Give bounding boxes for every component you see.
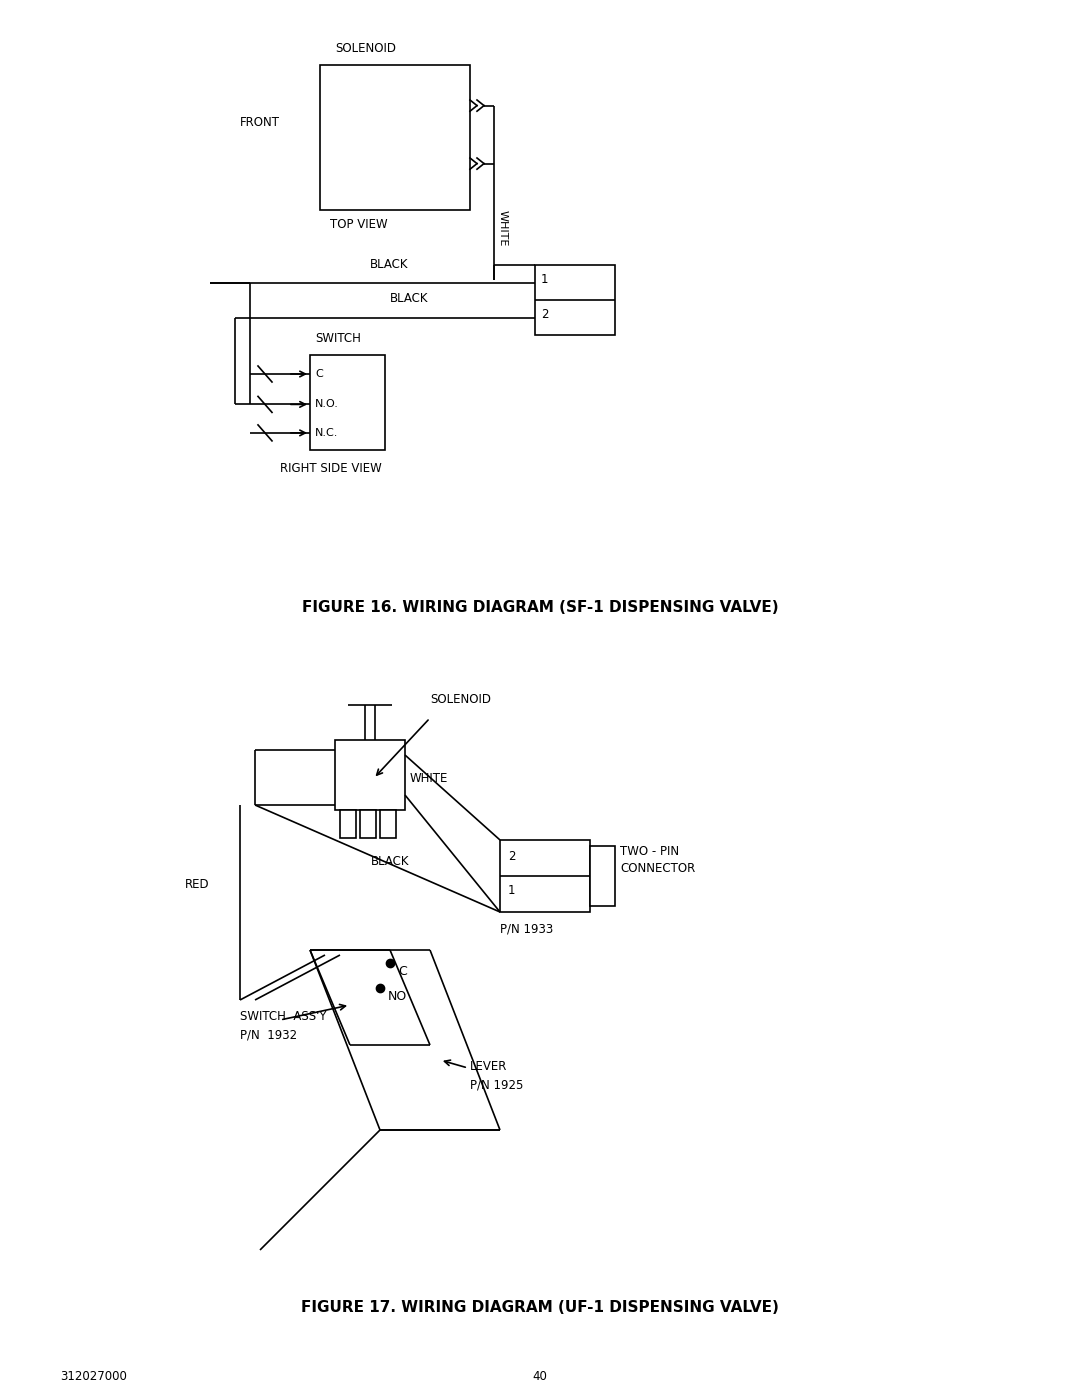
Text: BLACK: BLACK [390,292,429,306]
Text: RED: RED [186,879,210,891]
Text: LEVER: LEVER [470,1060,508,1073]
Bar [340,810,356,838]
Text: N.C.: N.C. [315,427,338,437]
Text: 1: 1 [541,272,549,286]
Text: P/N 1933: P/N 1933 [500,922,553,935]
Text: WHITE: WHITE [410,773,448,785]
Bar [335,740,405,810]
Text: C: C [315,369,323,379]
Text: FIGURE 16. WIRING DIAGRAM (SF-1 DISPENSING VALVE): FIGURE 16. WIRING DIAGRAM (SF-1 DISPENSI… [301,599,779,615]
Text: 40: 40 [532,1370,548,1383]
Text: BLACK: BLACK [370,257,408,271]
Bar [380,810,396,838]
Text: SOLENOID: SOLENOID [335,42,396,54]
Text: N.O.: N.O. [315,400,339,409]
Text: SWITCH: SWITCH [315,332,361,345]
Bar [360,810,376,838]
Text: TOP VIEW: TOP VIEW [330,218,388,231]
Text: FIGURE 17. WIRING DIAGRAM (UF-1 DISPENSING VALVE): FIGURE 17. WIRING DIAGRAM (UF-1 DISPENSI… [301,1301,779,1315]
Text: 312027000: 312027000 [60,1370,126,1383]
Text: P/N  1932: P/N 1932 [240,1028,297,1041]
Text: SOLENOID: SOLENOID [430,693,491,705]
Bar [590,847,615,907]
Text: 2: 2 [541,307,549,321]
Text: C: C [399,965,407,978]
Bar [320,66,470,210]
Text: WHITE: WHITE [498,210,508,246]
Text: 1: 1 [508,884,515,897]
Text: CONNECTOR: CONNECTOR [620,862,696,875]
Bar [500,840,590,912]
Bar [535,265,615,335]
Bar [310,355,384,450]
Text: 2: 2 [508,849,515,863]
Text: TWO - PIN: TWO - PIN [620,845,679,858]
Text: NO: NO [388,990,407,1003]
Text: BLACK: BLACK [370,855,409,868]
Text: FRONT: FRONT [240,116,280,130]
Text: SWITCH  ASS'Y: SWITCH ASS'Y [240,1010,326,1023]
Text: P/N 1925: P/N 1925 [470,1078,524,1091]
Text: RIGHT SIDE VIEW: RIGHT SIDE VIEW [280,462,381,475]
